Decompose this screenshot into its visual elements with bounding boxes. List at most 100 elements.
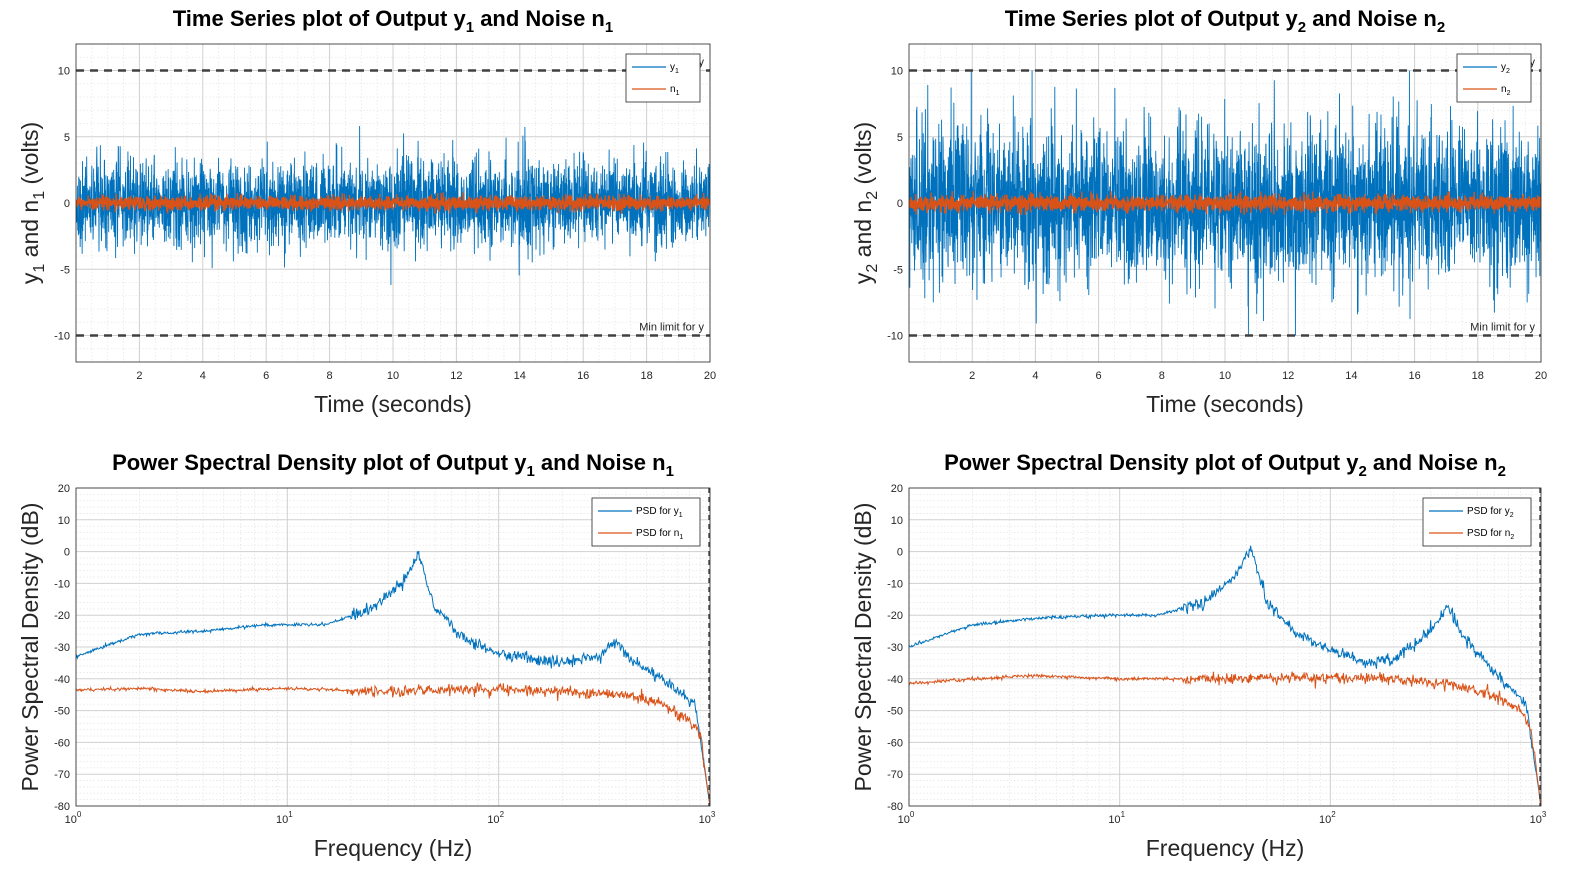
y-tick-label: -80 <box>887 801 903 813</box>
x-tick-label: 16 <box>1408 370 1420 382</box>
y-tick-label: -30 <box>887 642 903 654</box>
y-tick-label: -10 <box>54 331 70 343</box>
y-tick-label: -20 <box>887 610 903 622</box>
y-tick-label: -10 <box>887 331 903 343</box>
y-tick-label: 5 <box>64 132 70 144</box>
y-tick-label: 10 <box>58 66 70 78</box>
y-axis-label: Power Spectral Density (dB) <box>850 503 876 792</box>
y-tick-label: 10 <box>891 515 903 527</box>
y-tick-label: 0 <box>897 198 903 210</box>
x-tick-label: 10 <box>387 370 399 382</box>
y-axis-label: y2 and n2 (volts) <box>850 122 881 284</box>
y-tick-label: -40 <box>887 674 903 686</box>
axes-box <box>908 43 1542 363</box>
x-tick-label: 102 <box>487 810 504 826</box>
series-group <box>76 550 710 806</box>
x-axis-label: Frequency (Hz) <box>1146 835 1304 861</box>
y-tick-label: -50 <box>887 706 903 718</box>
x-tick-label: 4 <box>200 370 206 382</box>
x-tick-label: 18 <box>640 370 652 382</box>
legend-label: y2 <box>1501 62 1510 75</box>
y-tick-label: 20 <box>891 483 903 495</box>
y-axis-label: y1 and n1 (volts) <box>17 122 48 284</box>
y-axis-label: Power Spectral Density (dB) <box>17 503 43 792</box>
y-tick-label: -60 <box>887 737 903 749</box>
series-line-y1 <box>76 125 710 285</box>
x-axis-label: Frequency (Hz) <box>314 835 472 861</box>
legend: y1 n1 <box>625 53 701 103</box>
y-tick-label: -70 <box>887 769 903 781</box>
legend: PSD for y1 PSD for n1 <box>591 497 701 547</box>
x-tick-label: 102 <box>1319 810 1336 826</box>
x-tick-label: 101 <box>1108 810 1125 826</box>
y-tick-label: -5 <box>893 264 903 276</box>
legend-label: PSD for n1 <box>636 528 683 541</box>
x-tick-label: 101 <box>276 810 293 826</box>
series-line-psd-n2 <box>909 671 1541 806</box>
y-tick-label: -30 <box>54 642 70 654</box>
x-tick-label: 100 <box>898 810 915 826</box>
legend: PSD for y2 PSD for n2 <box>1422 497 1532 547</box>
x-tick-label: 8 <box>1159 370 1165 382</box>
x-tick-label: 100 <box>65 810 82 826</box>
x-tick-label: 4 <box>1032 370 1038 382</box>
y-tick-label: 5 <box>897 132 903 144</box>
legend: y2 n2 <box>1456 53 1532 103</box>
x-tick-label: 18 <box>1472 370 1484 382</box>
legend-label: n1 <box>670 84 680 97</box>
limit-label-min: Min limit for y <box>639 322 704 334</box>
y-tick-label: 10 <box>891 66 903 78</box>
y-tick-label: 0 <box>897 547 903 559</box>
y-tick-label: -40 <box>54 674 70 686</box>
series-line-n2 <box>909 191 1541 215</box>
legend-box <box>1456 53 1532 103</box>
chart-title: Power Spectral Density plot of Output y2… <box>944 450 1506 480</box>
y-tick-label: 20 <box>58 483 70 495</box>
legend-label: PSD for y2 <box>1467 506 1514 519</box>
series-group <box>909 545 1541 806</box>
series-line-psd-n1 <box>76 682 710 806</box>
legend-box <box>625 53 701 103</box>
series-line-psd-y2 <box>909 545 1541 806</box>
x-tick-label: 6 <box>1096 370 1102 382</box>
x-tick-label: 8 <box>327 370 333 382</box>
y-tick-label: -20 <box>54 610 70 622</box>
axes-box <box>908 487 1542 807</box>
y-tick-label: -10 <box>54 578 70 590</box>
series-line-n1 <box>76 192 710 214</box>
chart-panel-3: 100 101 102 103 -80 -70 -60 -50 -40 -30 -20 -10 0 10 2… <box>17 450 716 861</box>
series-group <box>76 125 710 285</box>
x-tick-label: 16 <box>577 370 589 382</box>
legend-label: n2 <box>1501 84 1511 97</box>
legend-label: y1 <box>670 62 679 75</box>
y-tick-label: -5 <box>60 264 70 276</box>
x-axis-label: Time (seconds) <box>1146 391 1304 417</box>
y-tick-label: 10 <box>58 515 70 527</box>
x-axis-label: Time (seconds) <box>314 391 472 417</box>
series-line-psd-y1 <box>76 550 710 806</box>
chart-panel-4: 100 101 102 103 -80 -70 -60 -50 -40 -30 -20 -10 0 10 2… <box>850 450 1547 861</box>
y-tick-label: -60 <box>54 737 70 749</box>
legend-label: PSD for n2 <box>1467 528 1514 541</box>
x-tick-label: 10 <box>1219 370 1231 382</box>
x-tick-label: 20 <box>1535 370 1547 382</box>
x-tick-label: 103 <box>1530 810 1547 826</box>
legend-box <box>591 497 701 547</box>
y-tick-label: -50 <box>54 706 70 718</box>
y-tick-label: -80 <box>54 801 70 813</box>
x-tick-label: 2 <box>969 370 975 382</box>
x-tick-label: 6 <box>263 370 269 382</box>
axes-box <box>75 487 711 807</box>
chart-title: Power Spectral Density plot of Output y1… <box>112 450 674 480</box>
chart-title: Time Series plot of Output y2 and Noise … <box>1005 6 1445 36</box>
limit-label-min: Min limit for y <box>1470 322 1535 334</box>
y-tick-label: -70 <box>54 769 70 781</box>
y-tick-label: -10 <box>887 578 903 590</box>
x-tick-label: 14 <box>514 370 526 382</box>
y-tick-label: 0 <box>64 198 70 210</box>
x-tick-label: 20 <box>704 370 716 382</box>
x-tick-label: 103 <box>699 810 716 826</box>
legend-label: PSD for y1 <box>636 506 683 519</box>
y-tick-label: 0 <box>64 547 70 559</box>
